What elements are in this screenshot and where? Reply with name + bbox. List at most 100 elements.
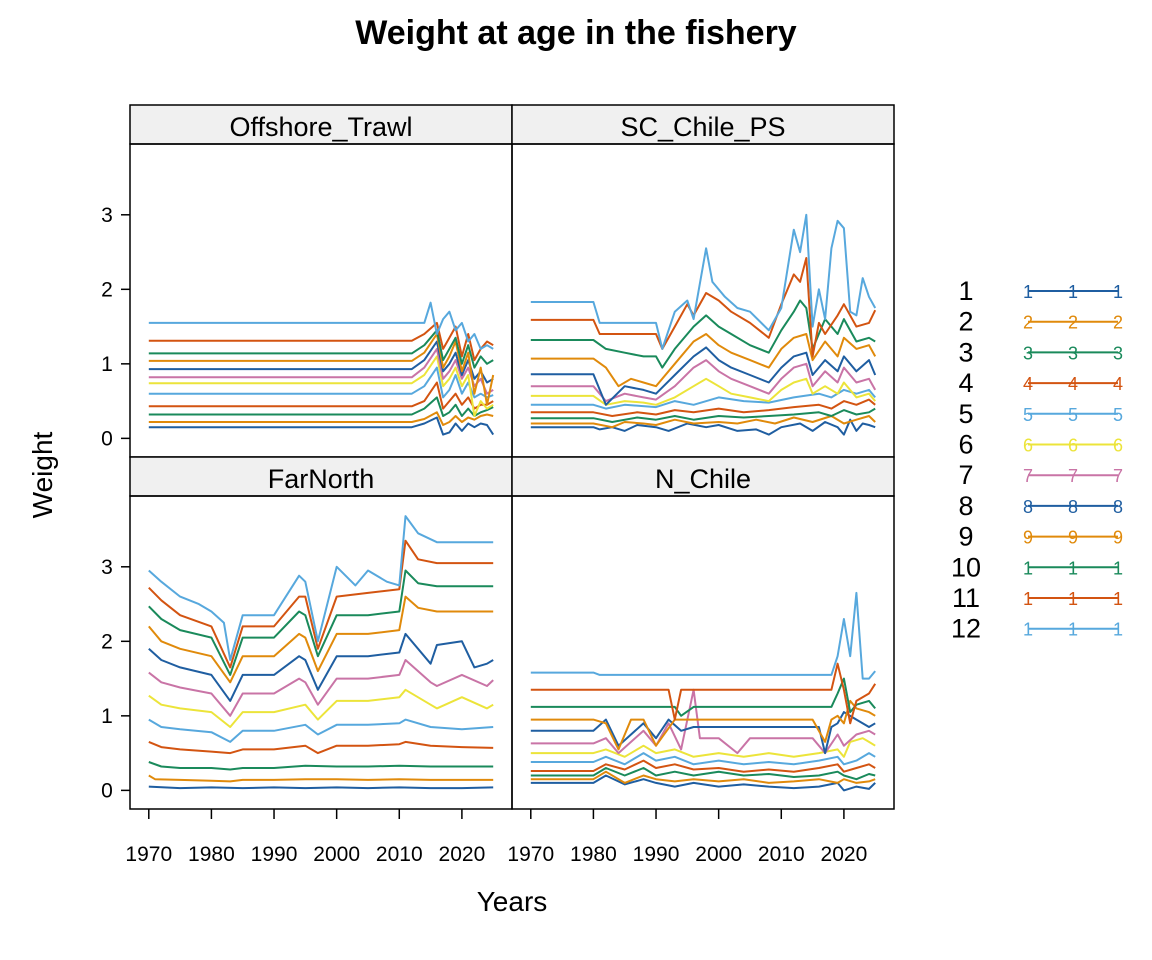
- legend-symbol: 1: [1068, 589, 1078, 609]
- legend-label: 2: [958, 307, 973, 337]
- legend-item-10: 10 1 1 1: [951, 552, 1123, 582]
- legend-label: 1: [958, 276, 973, 306]
- series-line-age-12: [530, 591, 876, 680]
- series-line-age-8: [530, 346, 877, 406]
- series-line-age-6: [530, 377, 876, 406]
- series-line-age-7: [530, 359, 877, 403]
- series-line-age-2: [530, 415, 876, 429]
- x-tick-label: 2010: [376, 843, 423, 866]
- x-axis-label: Years: [477, 886, 548, 917]
- legend-symbol: 3: [1113, 343, 1123, 363]
- legend-label: 10: [951, 552, 981, 582]
- panel-strip: [511, 104, 895, 145]
- x-tick-label: 1980: [570, 843, 617, 866]
- series-line-age-11: [148, 539, 494, 669]
- series-line-age-10: [530, 677, 876, 717]
- series-line-age-5: [148, 718, 494, 743]
- legend-symbol: 1: [1113, 558, 1123, 578]
- legend-label: 9: [958, 522, 973, 552]
- series-line-age-3: [530, 767, 876, 781]
- x-tick-label: 1980: [188, 843, 235, 866]
- legend-label: 7: [958, 460, 973, 490]
- legend-symbol: 1: [1023, 558, 1033, 578]
- legend-item-3: 3 3 3 3: [958, 337, 1123, 367]
- series-line-age-12: [530, 213, 877, 350]
- legend-symbol: 8: [1068, 497, 1078, 517]
- legend-item-11: 11 1 1 1: [952, 583, 1123, 613]
- legend-symbol: 2: [1068, 313, 1078, 333]
- series-lines: [148, 515, 494, 790]
- series-line-age-2: [530, 770, 876, 784]
- x-tick-label: 2020: [439, 843, 486, 866]
- series-line-age-3: [530, 407, 876, 423]
- x-tick-label: 2020: [821, 843, 868, 866]
- series-lines: [148, 301, 495, 436]
- legend-symbol: 1: [1068, 282, 1078, 302]
- series-lines: [530, 213, 877, 436]
- legend-symbol: 2: [1023, 313, 1033, 333]
- legend-symbol: 5: [1068, 405, 1078, 425]
- x-tick-label: 2000: [313, 843, 360, 866]
- x-tick-label: 2000: [695, 843, 742, 866]
- legend-symbol: 2: [1113, 313, 1123, 333]
- panel-sc-chile-ps: SC_Chile_PS: [511, 104, 895, 458]
- panel-strip: [129, 104, 513, 145]
- series-line-age-6: [148, 355, 494, 417]
- series-line-age-10: [148, 329, 494, 369]
- legend-symbol: 6: [1068, 436, 1078, 456]
- legend-symbol: 6: [1113, 436, 1123, 456]
- legend-item-5: 5 5 5 5: [958, 399, 1123, 429]
- panel-strip: [129, 456, 513, 497]
- series-line-age-2: [148, 411, 494, 426]
- x-tick-label: 1970: [125, 843, 172, 866]
- series-line-age-6: [148, 688, 494, 728]
- series-line-age-12: [148, 301, 494, 350]
- legend-symbol: 9: [1068, 528, 1078, 548]
- legend-symbol: 1: [1113, 282, 1123, 302]
- axes: 0 1 2 3 0 1 2 3 1970 1980 1990 2000 2010 2020 1970 1980…: [101, 204, 867, 866]
- series-line-age-7: [148, 659, 494, 717]
- legend-symbol: 4: [1068, 374, 1078, 394]
- series-line-age-1: [148, 416, 495, 436]
- legend-symbol: 7: [1068, 466, 1078, 486]
- series-line-age-4: [530, 398, 876, 417]
- series-line-age-11: [530, 662, 877, 725]
- x-tick-label: 1990: [633, 843, 680, 866]
- series-line-age-4: [148, 740, 494, 755]
- legend-symbol: 8: [1113, 497, 1123, 517]
- legend-symbol: 3: [1068, 343, 1078, 363]
- legend-label: 12: [951, 614, 981, 644]
- panel-strip-label: SC_Chile_PS: [620, 112, 785, 142]
- legend-symbol: 7: [1023, 466, 1033, 486]
- legend-item-2: 2 2 2 2: [958, 307, 1123, 337]
- legend-symbol: 1: [1023, 282, 1033, 302]
- legend-symbol: 1: [1068, 620, 1078, 640]
- legend-symbol: 1: [1023, 620, 1033, 640]
- chart-title: Weight at age in the fishery: [355, 14, 797, 52]
- series-line-age-5: [148, 366, 494, 399]
- legend-symbol: 9: [1113, 528, 1123, 548]
- legend-item-1: 1 1 1 1: [958, 276, 1123, 306]
- legend-symbol: 7: [1113, 466, 1123, 486]
- legend-label: 3: [958, 337, 973, 367]
- y-tick-label: 1: [101, 705, 113, 728]
- legend-item-9: 9 9 9 9: [958, 522, 1123, 552]
- legend-symbol: 8: [1023, 497, 1033, 517]
- series-line-age-1: [148, 785, 494, 790]
- series-line-age-6: [530, 737, 876, 758]
- panel-frame: [511, 495, 895, 810]
- legend-item-4: 4 4 4 4: [958, 368, 1123, 398]
- series-line-age-12: [148, 515, 494, 661]
- series-line-age-5: [530, 388, 876, 410]
- series-line-age-3: [148, 396, 494, 417]
- legend-symbol: 1: [1113, 589, 1123, 609]
- y-tick-label: 0: [101, 427, 113, 450]
- legend-symbol: 3: [1023, 343, 1033, 363]
- y-tick-label: 2: [101, 278, 113, 301]
- legend-label: 4: [958, 368, 973, 398]
- series-line-age-7: [148, 347, 494, 395]
- x-tick-label: 1990: [251, 843, 298, 866]
- legend-item-7: 7 7 7 7: [958, 460, 1123, 490]
- series-line-age-9: [530, 333, 877, 388]
